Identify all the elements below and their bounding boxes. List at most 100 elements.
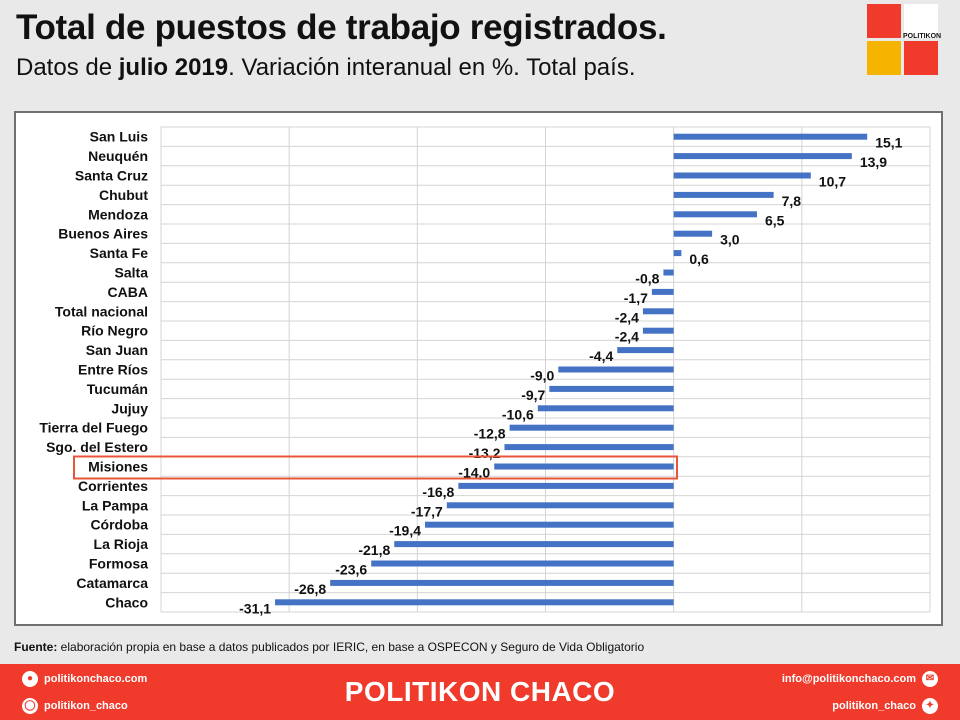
highlight-box	[73, 455, 678, 480]
footer-website-link[interactable]: ● politikonchaco.com	[22, 671, 147, 687]
category-label: Chubut	[99, 187, 148, 203]
category-label: Catamarca	[76, 575, 148, 591]
bar	[642, 327, 674, 334]
subtitle-prefix: Datos de	[16, 54, 119, 81]
data-label: -23,6	[335, 562, 367, 578]
bar	[394, 541, 674, 548]
data-label: -14,0	[458, 465, 490, 481]
data-label: -10,6	[502, 406, 534, 422]
data-label: -26,8	[294, 581, 326, 597]
data-label: -13,2	[469, 445, 501, 461]
logo-text: POLITIKON	[903, 33, 942, 40]
bar	[651, 288, 674, 295]
data-label: -17,7	[411, 503, 443, 519]
category-label: Entre Ríos	[78, 362, 148, 378]
bar	[673, 211, 757, 218]
category-label: Tucumán	[87, 381, 148, 397]
bar	[558, 366, 674, 373]
data-label: -0,8	[635, 271, 659, 287]
category-label: Chaco	[105, 594, 148, 610]
footer-bar: ● politikonchaco.com ◯ politikon_chaco P…	[0, 664, 960, 720]
footer-twitter-link[interactable]: politikon_chaco ✦	[832, 698, 938, 714]
bar	[494, 463, 674, 470]
data-label: 15,1	[875, 135, 902, 151]
data-label: -21,8	[358, 542, 390, 558]
category-label: Formosa	[89, 556, 148, 572]
source-text: elaboración propia en base a datos publi…	[57, 640, 645, 654]
bar	[617, 347, 674, 354]
politikon-logo	[867, 4, 939, 76]
logo-square-red-bottom	[904, 41, 938, 75]
data-label: -1,7	[624, 290, 648, 306]
category-label: Tierra del Fuego	[39, 420, 148, 436]
bar	[642, 308, 674, 315]
data-label: -2,4	[615, 329, 639, 345]
logo-square-yellow	[867, 41, 901, 75]
category-label: Salta	[115, 265, 149, 281]
source-note: Fuente: elaboración propia en base a dat…	[14, 640, 644, 654]
footer-email-text: info@politikonchaco.com	[781, 673, 916, 685]
category-label: Santa Cruz	[75, 168, 148, 184]
bar	[673, 191, 774, 198]
footer-website-text: politikonchaco.com	[44, 673, 148, 685]
data-label: -2,4	[615, 309, 639, 325]
bar	[504, 444, 674, 451]
chart-title: Total de puestos de trabajo registrados.	[16, 8, 667, 47]
envelope-icon: ✉	[922, 671, 938, 687]
data-label: -9,7	[521, 387, 545, 403]
category-label: La Rioja	[94, 536, 149, 552]
category-label: La Pampa	[82, 497, 148, 513]
footer-brand: POLITIKON CHACO	[344, 676, 616, 707]
category-label: San Luis	[90, 129, 149, 145]
category-label: CABA	[108, 284, 148, 300]
data-label: -19,4	[389, 523, 421, 539]
bar	[425, 521, 674, 528]
bar	[458, 482, 674, 489]
data-label: 13,9	[860, 154, 887, 170]
chart-subtitle: Datos de julio 2019. Variación interanua…	[16, 54, 635, 82]
footer-email-link[interactable]: info@politikonchaco.com ✉	[782, 671, 938, 687]
bar	[673, 153, 852, 160]
bar	[673, 230, 713, 237]
bar	[549, 385, 674, 392]
bar-chart: San Luis 15,1 Neuquén 13,9 Santa Cruz 10,7 Chu…	[39, 126, 931, 616]
footer-instagram-text: politikon_chaco	[44, 700, 128, 712]
globe-icon: ●	[22, 671, 38, 687]
category-label: San Juan	[86, 342, 148, 358]
category-label: Total nacional	[55, 303, 148, 319]
instagram-icon: ◯	[22, 698, 38, 714]
bar	[371, 560, 674, 567]
category-label: Jujuy	[111, 400, 148, 416]
data-label: 10,7	[819, 174, 846, 190]
bar	[673, 172, 811, 179]
logo-square-red-top	[867, 4, 901, 38]
data-label: 3,0	[720, 232, 740, 248]
data-label: -12,8	[474, 426, 506, 442]
data-label: -4,4	[589, 348, 613, 364]
bar	[275, 599, 674, 606]
category-label: Buenos Aires	[58, 226, 148, 242]
bar	[673, 250, 682, 257]
bar	[446, 502, 674, 509]
data-label: 0,6	[689, 251, 709, 267]
data-label: -9,0	[530, 368, 554, 384]
category-label: Mendoza	[88, 206, 148, 222]
data-label: 6,5	[765, 212, 785, 228]
category-label: Neuquén	[88, 148, 148, 164]
source-label: Fuente:	[14, 640, 58, 654]
footer-instagram-link[interactable]: ◯ politikon_chaco	[22, 698, 128, 714]
category-label: Misiones	[88, 459, 148, 475]
category-label: Río Negro	[81, 323, 148, 339]
category-label: Corrientes	[78, 478, 148, 494]
twitter-icon: ✦	[922, 698, 938, 714]
chart-panel: San Luis 15,1 Neuquén 13,9 Santa Cruz 10,7 Chu…	[14, 111, 943, 626]
bar	[330, 579, 674, 586]
bar	[673, 133, 868, 140]
subtitle-date: julio 2019	[118, 54, 229, 81]
footer-twitter-text: politikon_chaco	[832, 700, 916, 712]
bar	[509, 424, 674, 431]
category-label: Santa Fe	[90, 245, 149, 261]
logo-square-white	[904, 4, 938, 38]
category-label: Córdoba	[90, 517, 148, 533]
data-label: 7,8	[782, 193, 802, 209]
